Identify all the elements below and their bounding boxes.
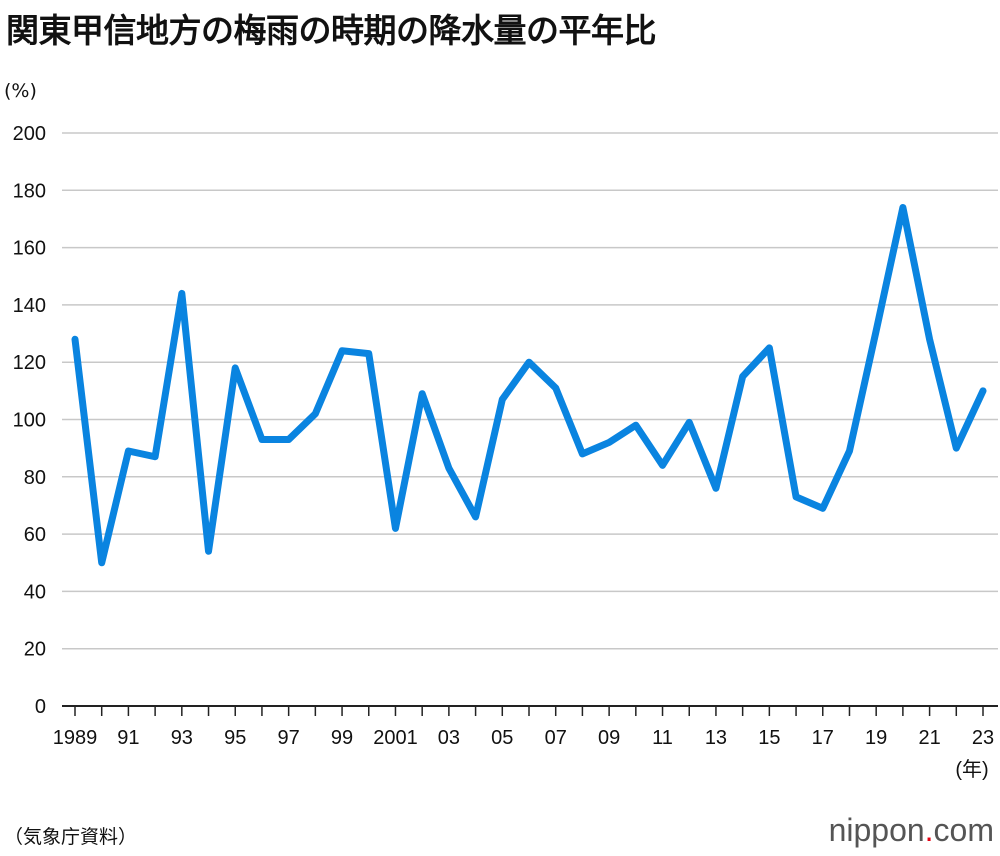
x-tick-label: 99 [331, 727, 353, 749]
x-tick-label: 2001 [373, 727, 418, 749]
y-tick-label: 0 [35, 696, 46, 718]
y-tick-label: 140 [13, 295, 46, 317]
x-tick-label: 95 [224, 727, 246, 749]
x-tick-label: 91 [117, 727, 139, 749]
x-tick-label: 1989 [53, 727, 98, 749]
y-tick-label: 120 [13, 352, 46, 374]
y-tick-label: 80 [24, 467, 46, 489]
x-tick-label: 19 [865, 727, 887, 749]
x-tick-label: 03 [438, 727, 460, 749]
y-tick-label: 60 [24, 524, 46, 546]
y-tick-label: 160 [13, 238, 46, 260]
x-tick-label: 23 [972, 727, 994, 749]
y-tick-label: 100 [13, 410, 46, 432]
x-tick-label: 09 [598, 727, 620, 749]
x-tick-label: 13 [705, 727, 727, 749]
source-note: （気象庁資料） [4, 826, 138, 848]
x-axis-unit: (年) [955, 758, 988, 781]
y-tick-label: 180 [13, 180, 46, 202]
y-axis-unit: (%) [4, 80, 37, 102]
x-tick-label: 21 [918, 727, 940, 749]
x-tick-label: 93 [171, 727, 193, 749]
x-tick-label: 97 [278, 727, 300, 749]
x-tick-label: 11 [652, 727, 673, 749]
x-tick-label: 17 [812, 727, 834, 749]
chart-title: 関東甲信地方の梅雨の時期の降水量の平年比 [6, 11, 657, 50]
x-tick-label: 05 [491, 727, 513, 749]
y-tick-label: 20 [24, 639, 46, 661]
y-tick-label: 40 [24, 581, 46, 603]
x-tick-label: 15 [758, 727, 780, 749]
nippon-logo: nippon.com [828, 812, 994, 848]
x-tick-label: 07 [545, 727, 567, 749]
y-tick-label: 200 [13, 123, 46, 145]
series-line [71, 203, 987, 567]
